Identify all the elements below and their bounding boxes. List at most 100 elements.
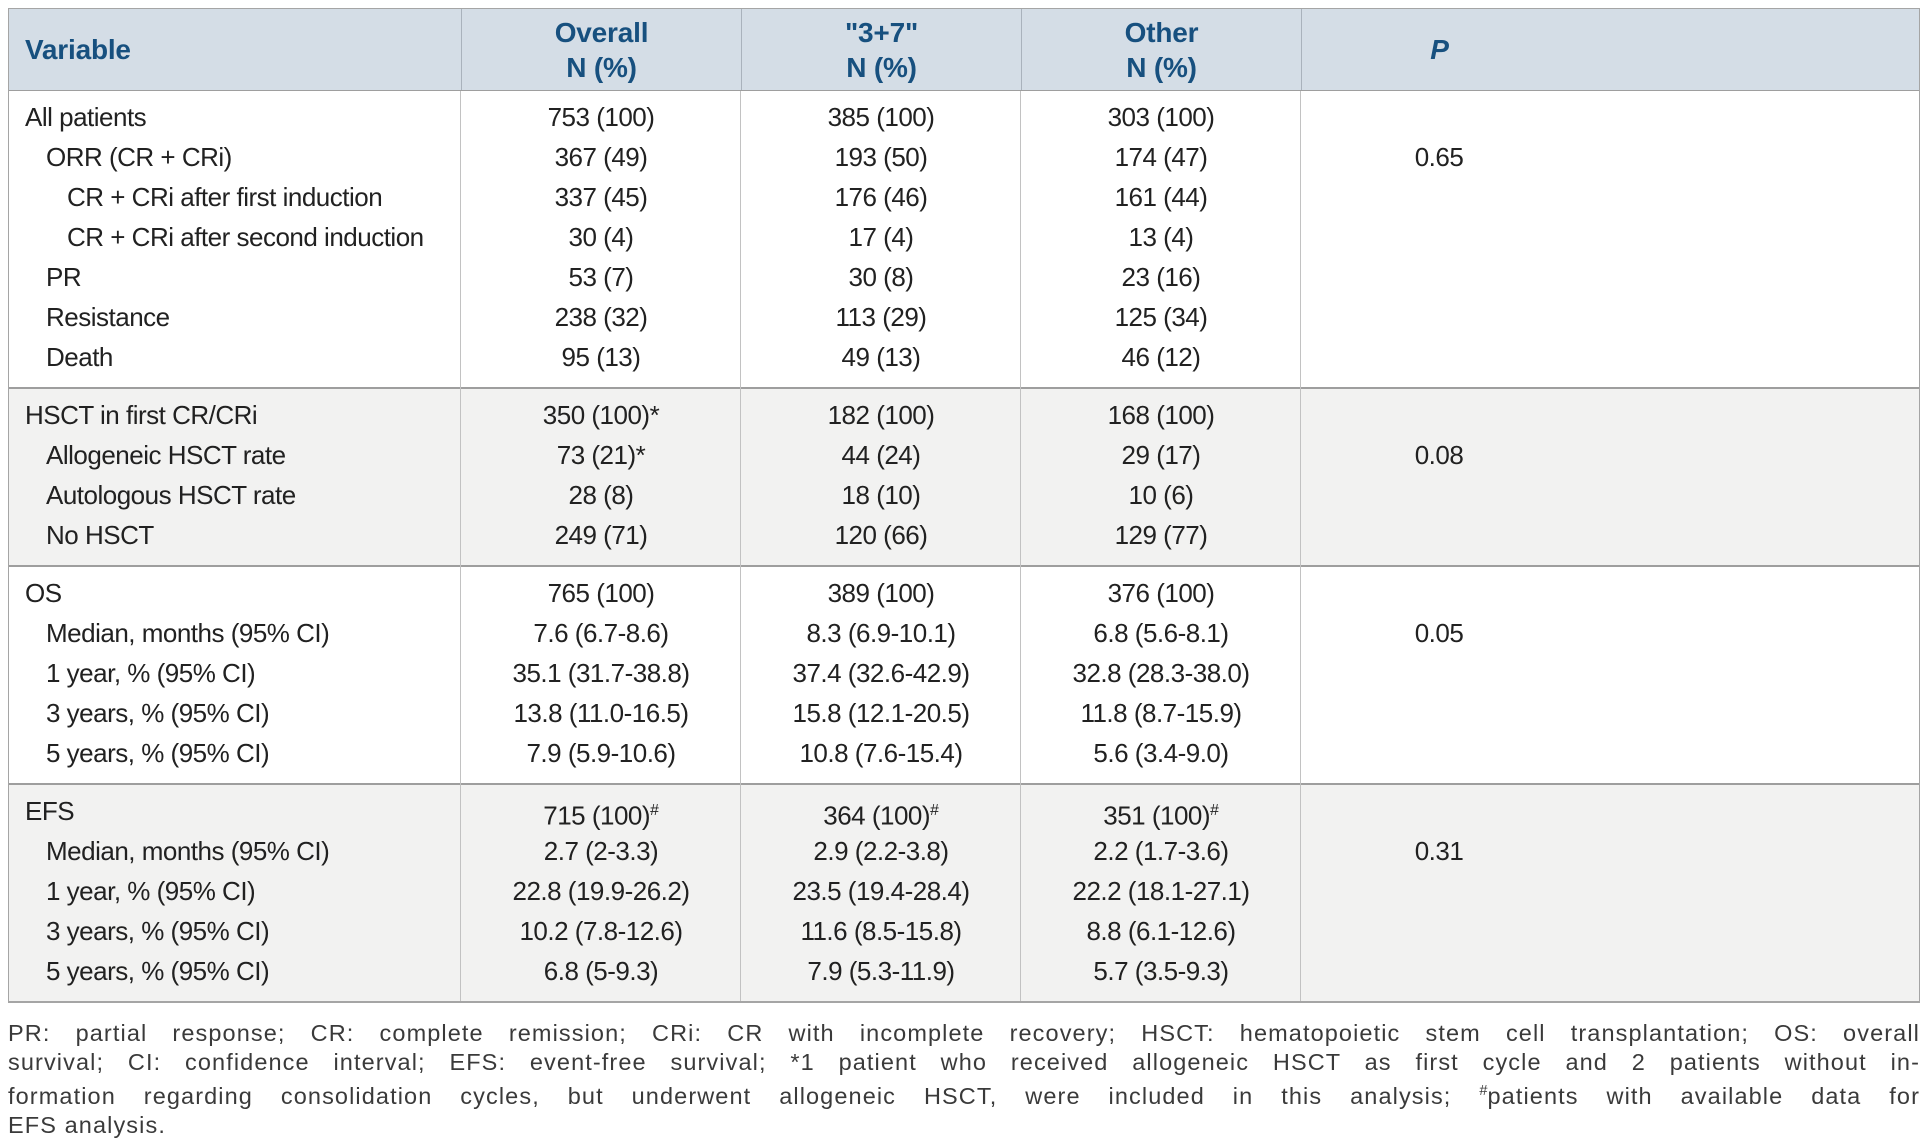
col-header-overall-subtitle: N (%) xyxy=(566,51,637,83)
table-row: HSCT in first CR/CRi 350 (100)* 182 (100) 1… xyxy=(9,395,1919,435)
table-row: Resistance 238 (32) 113 (29) 125 (34) xyxy=(9,297,1919,337)
cell-3plus7: 23.5 (19.4-28.4) xyxy=(792,876,970,906)
column-divider xyxy=(1020,91,1021,1001)
row-label: HSCT in first CR/CRi xyxy=(25,400,258,430)
cell-3plus7: 44 (24) xyxy=(841,440,921,470)
col-header-variable: Variable xyxy=(25,34,131,65)
cell-overall: 249 (71) xyxy=(554,520,648,550)
row-label: Resistance xyxy=(46,302,170,332)
cell-p-value xyxy=(1301,395,1919,435)
cell-overall: 13.8 (11.0-16.5) xyxy=(513,698,689,728)
table-section: All patients 753 (100) 385 (100) 303 (100) O… xyxy=(9,91,1919,387)
row-label: 3 years, % (95% CI) xyxy=(46,916,270,946)
footnote-line: survival; CI: confidence interval; EFS: … xyxy=(8,1049,1920,1075)
cell-other: 29 (17) xyxy=(1121,440,1201,470)
cell-overall: 350 (100)* xyxy=(542,400,660,430)
cell-3plus7: 2.9 (2.2-3.8) xyxy=(813,836,949,866)
cell-3plus7: 7.9 (5.3-11.9) xyxy=(807,956,955,986)
row-label: Autologous HSCT rate xyxy=(46,480,296,510)
cell-overall: 337 (45) xyxy=(554,182,648,212)
table-row: 1 year, % (95% CI) 22.8 (19.9-26.2) 23.5 (… xyxy=(9,871,1919,911)
cell-3plus7: 11.6 (8.5-15.8) xyxy=(800,916,962,946)
table-row: All patients 753 (100) 385 (100) 303 (100) xyxy=(9,97,1919,137)
cell-overall: 753 (100) xyxy=(547,102,655,132)
table-row: PR 53 (7) 30 (8) 23 (16) xyxy=(9,257,1919,297)
cell-p-value xyxy=(1301,97,1919,137)
cell-3plus7: 8.3 (6.9-10.1) xyxy=(806,618,956,648)
row-label: PR xyxy=(46,262,82,292)
cell-3plus7: 37.4 (32.6-42.9) xyxy=(792,658,970,688)
table-row: Autologous HSCT rate 28 (8) 18 (10) 10 (6) xyxy=(9,475,1919,515)
cell-p-value: 0.08 xyxy=(1414,440,1464,470)
cell-3plus7: 364 (100)# xyxy=(823,800,939,831)
col-header-overall-title: Overall xyxy=(554,16,649,48)
cell-overall: 95 (13) xyxy=(561,342,641,372)
cell-overall: 73 (21)* xyxy=(556,440,646,470)
table-row: ORR (CR + CRi) 367 (49) 193 (50) 174 (47) 0.… xyxy=(9,137,1919,177)
cell-overall: 7.6 (6.7-8.6) xyxy=(533,618,669,648)
col-header-other-subtitle: N (%) xyxy=(1126,51,1197,83)
cell-overall: 238 (32) xyxy=(554,302,648,332)
col-header-p-title: P xyxy=(1430,34,1449,65)
cell-other: 129 (77) xyxy=(1114,520,1208,550)
row-label: CR + CRi after second induction xyxy=(67,222,424,252)
row-label: No HSCT xyxy=(46,520,154,550)
cell-p-value xyxy=(1301,791,1919,836)
row-label: Median, months (95% CI) xyxy=(46,618,330,648)
cell-3plus7: 49 (13) xyxy=(841,342,921,372)
cell-overall: 22.8 (19.9-26.2) xyxy=(512,876,690,906)
cell-3plus7: 17 (4) xyxy=(848,222,914,252)
row-label: All patients xyxy=(25,102,147,132)
cell-other: 13 (4) xyxy=(1128,222,1194,252)
cell-overall: 367 (49) xyxy=(554,142,648,172)
cell-3plus7: 15.8 (12.1-20.5) xyxy=(792,698,970,728)
table-section: OS 765 (100) 389 (100) 376 (100) Median, mon… xyxy=(9,565,1919,783)
cell-overall: 53 (7) xyxy=(568,262,634,292)
cell-overall: 2.7 (2-3.3) xyxy=(543,836,659,866)
row-label: Allogeneic HSCT rate xyxy=(46,440,286,470)
row-label: 3 years, % (95% CI) xyxy=(46,698,270,728)
cell-p-value: 0.05 xyxy=(1414,618,1464,648)
footnote-line: EFS analysis. xyxy=(8,1111,166,1138)
table-header-row: Variable Overall N (%) "3+7" N (%) Other… xyxy=(9,9,1919,91)
cell-p-value xyxy=(1301,177,1919,217)
cell-p-value xyxy=(1301,475,1919,515)
cell-p-value: 0.65 xyxy=(1414,142,1464,172)
cell-other: 8.8 (6.1-12.6) xyxy=(1086,916,1236,946)
cell-3plus7: 176 (46) xyxy=(834,182,928,212)
cell-other: 376 (100) xyxy=(1107,578,1215,608)
footnote: PR: partial response; CR: complete remis… xyxy=(8,1019,1920,1140)
cell-overall: 715 (100)# xyxy=(543,800,659,831)
column-divider xyxy=(1300,91,1301,1001)
table-section: HSCT in first CR/CRi 350 (100)* 182 (100) 1… xyxy=(9,387,1919,565)
table-row: Median, months (95% CI) 2.7 (2-3.3) 2.9 (2… xyxy=(9,831,1919,871)
row-label: OS xyxy=(25,578,62,608)
cell-other: 5.7 (3.5-9.3) xyxy=(1093,956,1229,986)
cell-other: 22.2 (18.1-27.1) xyxy=(1072,876,1250,906)
cell-p-value: 0.31 xyxy=(1414,836,1464,866)
cell-3plus7: 30 (8) xyxy=(848,262,914,292)
table-row: 1 year, % (95% CI) 35.1 (31.7-38.8) 37.4 (… xyxy=(9,653,1919,693)
cell-3plus7: 385 (100) xyxy=(827,102,935,132)
cell-3plus7: 193 (50) xyxy=(834,142,928,172)
table-row: No HSCT 249 (71) 120 (66) 129 (77) xyxy=(9,515,1919,555)
cell-overall: 30 (4) xyxy=(568,222,634,252)
cell-p-value xyxy=(1301,733,1919,773)
cell-overall: 28 (8) xyxy=(568,480,634,510)
cell-p-value xyxy=(1301,217,1919,257)
cell-p-value xyxy=(1301,871,1919,911)
cell-other: 10 (6) xyxy=(1128,480,1194,510)
cell-p-value xyxy=(1301,573,1919,613)
cell-overall: 6.8 (5-9.3) xyxy=(543,956,659,986)
col-header-p: P xyxy=(1301,9,1919,90)
table-row: Death 95 (13) 49 (13) 46 (12) xyxy=(9,337,1919,377)
table-row: CR + CRi after second induction 30 (4) 17 … xyxy=(9,217,1919,257)
column-divider xyxy=(460,91,461,1001)
cell-3plus7: 18 (10) xyxy=(841,480,921,510)
cell-p-value xyxy=(1301,693,1919,733)
cell-3plus7: 120 (66) xyxy=(834,520,928,550)
cell-other: 303 (100) xyxy=(1107,102,1215,132)
cell-other: 32.8 (28.3-38.0) xyxy=(1072,658,1250,688)
cell-3plus7: 10.8 (7.6-15.4) xyxy=(799,738,963,768)
cell-other: 6.8 (5.6-8.1) xyxy=(1093,618,1229,648)
